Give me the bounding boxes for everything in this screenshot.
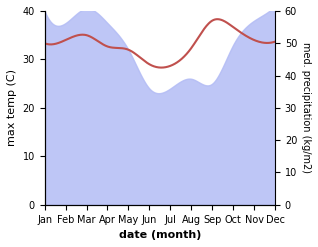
Y-axis label: med. precipitation (kg/m2): med. precipitation (kg/m2) [301,42,311,173]
X-axis label: date (month): date (month) [119,230,201,240]
Y-axis label: max temp (C): max temp (C) [7,69,17,146]
